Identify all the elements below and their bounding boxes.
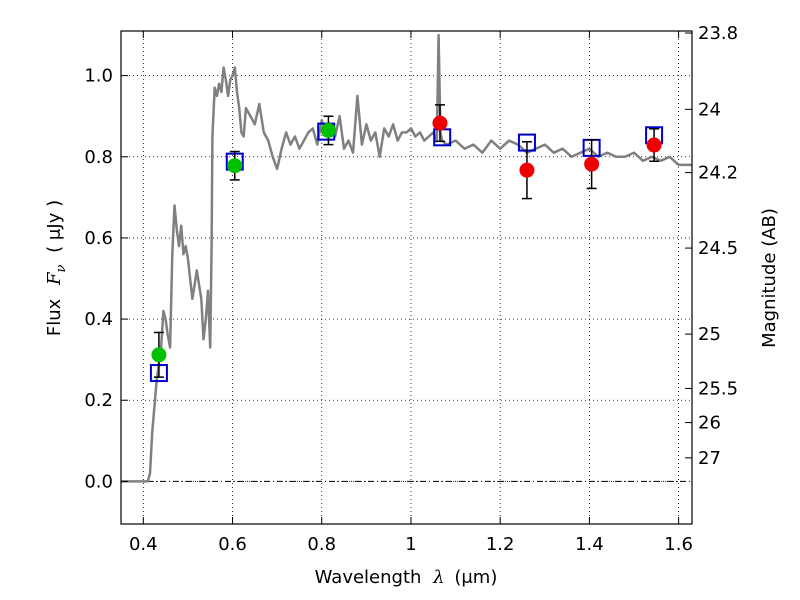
x-axis-label: Wavelength λ (μm)	[315, 567, 498, 588]
ticks: 0.4 0.6 0.8 1 1.2 1.4 1.6 0.0 0.2 0.4 0.6 0.8 1.0 23.…	[84, 23, 738, 555]
x-tick-label: 0.8	[307, 534, 336, 555]
x-tick-label: 1.4	[575, 534, 604, 555]
nir-data-point	[584, 156, 600, 172]
x-tick-label: 1.2	[486, 534, 515, 555]
y-tick-label: 0.6	[84, 228, 113, 249]
sed-model-line	[121, 33, 692, 483]
series-layer	[121, 33, 692, 483]
optical-data-point	[151, 347, 167, 363]
y-axis-label: Flux Fν ( μJy )	[44, 200, 70, 336]
x-tick-label: 0.4	[129, 534, 158, 555]
optical-data-point	[320, 122, 336, 138]
y-tick-label: 1.0	[84, 66, 113, 87]
x-tick-label: 1.6	[664, 534, 693, 555]
y2-tick-label: 24.5	[698, 238, 738, 259]
y-tick-label: 0.0	[84, 471, 113, 492]
grid	[121, 31, 692, 524]
y-tick-label: 0.8	[84, 147, 113, 168]
nir-data-point	[519, 162, 535, 178]
y2-axis-label: Magnitude (AB)	[759, 208, 780, 348]
y2-tick-label: 26	[698, 413, 721, 434]
nir-data-point	[432, 115, 448, 131]
y2-tick-label: 27	[698, 448, 721, 469]
nir-data-point	[646, 137, 662, 153]
plot-frame	[120, 30, 693, 525]
y2-tick-label: 25	[698, 324, 721, 345]
y2-tick-label: 24	[698, 99, 721, 120]
y-tick-label: 0.2	[84, 390, 113, 411]
y2-tick-label: 25.5	[698, 378, 738, 399]
x-tick-label: 1	[405, 534, 416, 555]
optical-data-point	[227, 158, 243, 174]
y-tick-label: 0.4	[84, 309, 113, 330]
y2-tick-label: 24.2	[698, 163, 738, 184]
y2-tick-label: 23.8	[698, 23, 738, 44]
x-tick-label: 0.6	[218, 534, 247, 555]
